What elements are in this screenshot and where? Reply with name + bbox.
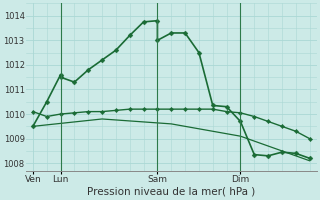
X-axis label: Pression niveau de la mer( hPa ): Pression niveau de la mer( hPa ) — [87, 187, 255, 197]
